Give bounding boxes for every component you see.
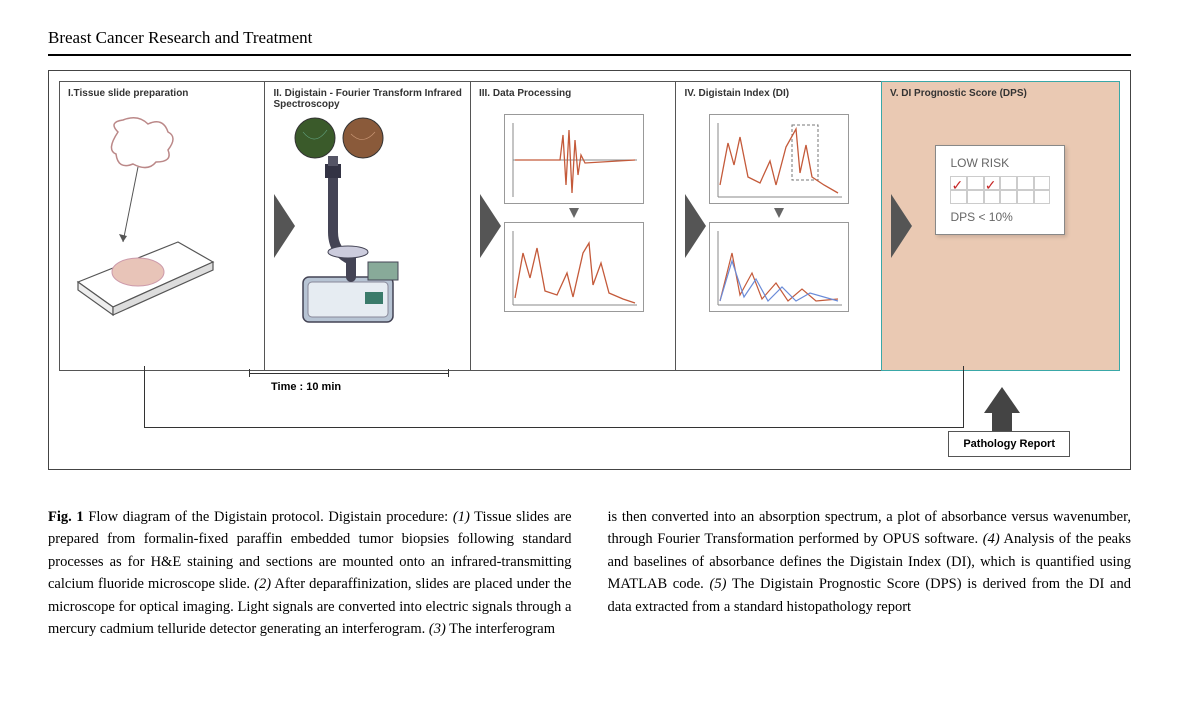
panel-title: V. DI Prognostic Score (DPS) [882, 82, 1119, 105]
risk-label: LOW RISK [950, 156, 1050, 170]
chevron-icon [686, 196, 706, 256]
dps-label: DPS < 10% [950, 210, 1050, 224]
spectra-processing [479, 112, 668, 362]
panel-spectroscopy: II. Digistain - Fourier Transform Infrar… [264, 81, 481, 371]
figure-caption: Fig. 1 Flow diagram of the Digistain pro… [48, 506, 1131, 641]
panel-data-processing: III. Data Processing [470, 81, 687, 371]
tissue-illustration [68, 112, 257, 362]
panel-title: IV. Digistain Index (DI) [676, 82, 891, 105]
step-number: (4) [983, 531, 1000, 547]
pathology-report-box: Pathology Report [948, 431, 1070, 457]
header-rule [48, 54, 1131, 56]
caption-column-left: Fig. 1 Flow diagram of the Digistain pro… [48, 506, 572, 641]
panel-tissue-prep: I.Tissue slide preparation [59, 81, 276, 371]
panel-title: I.Tissue slide preparation [60, 82, 275, 105]
report-card: LOW RISK ✓ ✓ DPS < 10% [935, 145, 1065, 235]
journal-title: Breast Cancer Research and Treatment [48, 28, 1131, 48]
step-number: (2) [254, 576, 271, 592]
interferogram-chart [504, 114, 644, 204]
feedback-path [144, 366, 964, 428]
report-grid: ✓ ✓ [950, 176, 1050, 204]
caption-text: Flow diagram of the Digistain protocol. … [88, 509, 448, 525]
step-number: (5) [709, 576, 726, 592]
panel-row: I.Tissue slide preparation II. Digistain [59, 81, 1120, 371]
arrow-down-icon [569, 208, 579, 218]
fig-label: Fig. 1 [48, 509, 84, 525]
panel-title: II. Digistain - Fourier Transform Infrar… [265, 82, 480, 116]
step-number: (1) [453, 509, 470, 525]
baseline-chart [709, 222, 849, 312]
absorption-chart [504, 222, 644, 312]
microscope-illustration [273, 112, 462, 362]
arrow-down-icon [774, 208, 784, 218]
peaks-chart [709, 114, 849, 204]
di-analysis [684, 112, 873, 362]
step-number: (3) [429, 621, 446, 637]
flow-diagram: I.Tissue slide preparation II. Digistain [48, 70, 1131, 470]
chevron-icon [275, 196, 295, 256]
arrow-up-icon [984, 387, 1020, 413]
caption-text: The interferogram [446, 621, 555, 637]
panel-title: III. Data Processing [471, 82, 686, 105]
panel-digistain-index: IV. Digistain Index (DI) [675, 81, 892, 371]
chevron-icon [892, 196, 912, 256]
panel-prognostic-score: V. DI Prognostic Score (DPS) LOW RISK ✓ … [881, 81, 1120, 371]
chevron-icon [481, 196, 501, 256]
caption-column-right: is then converted into an absorption spe… [608, 506, 1132, 641]
